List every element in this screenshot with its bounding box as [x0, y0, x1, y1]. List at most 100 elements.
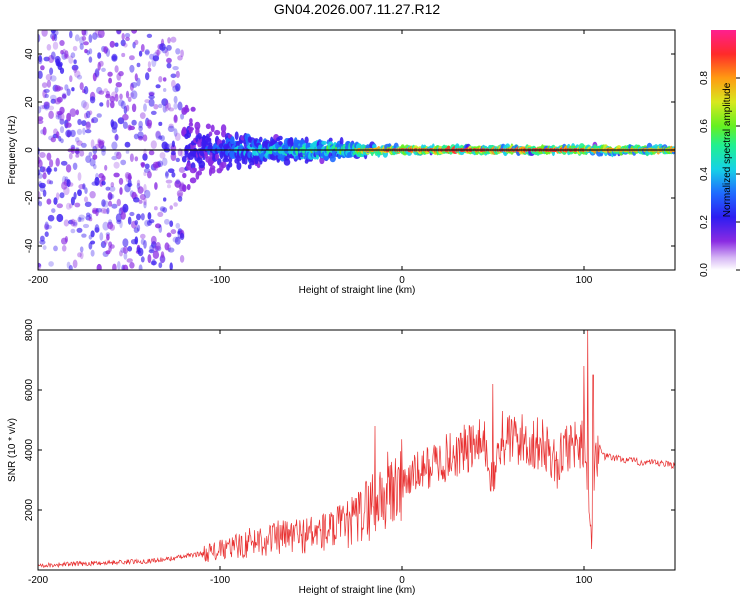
- spectrogram-cell: [167, 168, 175, 173]
- spectrogram-cell: [59, 67, 65, 74]
- y-tick-label: 6000: [24, 378, 35, 401]
- spectrogram-cell: [97, 30, 105, 38]
- spectrogram-cell: [116, 198, 122, 207]
- spectrogram-cell: [108, 219, 113, 225]
- spectrogram-cell: [197, 170, 203, 176]
- spectrogram-cell: [65, 202, 72, 210]
- spectrogram-cell: [74, 70, 81, 78]
- spectrogram-cell: [154, 182, 158, 190]
- spectrogram-cell: [175, 48, 181, 55]
- spectrogram-cell: [59, 113, 65, 121]
- spectrogram-cell: [166, 57, 172, 64]
- spectrogram-cell: [188, 122, 194, 127]
- spectrogram-cell: [78, 214, 85, 220]
- spectrogram-cell: [56, 203, 63, 209]
- spectrogram-cell: [304, 136, 309, 144]
- spectrogram-cell: [61, 92, 67, 100]
- spectrogram-cell: [98, 140, 105, 149]
- spectrogram-cell: [121, 52, 126, 58]
- spectrogram-cell: [48, 110, 54, 119]
- spectrogram-cell: [79, 251, 84, 260]
- spectrogram-cell: [189, 118, 193, 124]
- spectrogram-cell: [156, 49, 160, 57]
- spectrogram-cell: [119, 187, 123, 195]
- spectrogram-cell: [143, 201, 147, 209]
- colorbar-tick-label: 0.8: [699, 71, 710, 85]
- spectrogram-cell: [38, 70, 43, 79]
- spectrogram-cell: [51, 208, 56, 214]
- spectrogram-cell: [60, 160, 68, 166]
- spectrogram-cell: [43, 101, 50, 110]
- spectrogram-cell: [79, 82, 84, 90]
- spectrogram-cell: [319, 157, 325, 165]
- spectrogram-cell: [176, 190, 184, 197]
- spectrogram-x-label: Height of straight line (km): [299, 285, 416, 296]
- spectrogram-cell: [147, 122, 152, 129]
- spectrogram-cell: [114, 86, 119, 93]
- spectrogram-cell: [129, 64, 135, 73]
- spectrogram-cell: [45, 73, 53, 81]
- spectrogram-cell: [189, 128, 193, 134]
- spectrogram-cell: [46, 44, 52, 51]
- spectrogram-cell: [111, 141, 118, 150]
- spectrogram-cell: [57, 113, 62, 121]
- spectrogram-cell: [157, 211, 164, 217]
- spectrogram-cell: [39, 182, 46, 189]
- spectrogram-cell: [47, 214, 55, 222]
- spectrogram-cell: [114, 65, 119, 73]
- spectrogram-cell: [38, 201, 43, 207]
- spectrogram-cell: [160, 251, 165, 259]
- spectrogram-cell: [221, 130, 227, 138]
- spectrogram-cell: [124, 33, 131, 38]
- spectrogram-cell: [85, 155, 92, 163]
- spectrogram-cell: [181, 156, 187, 163]
- spectrogram-cell: [68, 219, 74, 225]
- spectrogram-cell: [100, 240, 107, 249]
- spectrogram-y-ticks: -40 -20 0 20 40: [24, 48, 675, 253]
- spectrogram-cell: [214, 129, 221, 136]
- spectrogram-cell: [73, 66, 77, 73]
- spectrogram-cell: [63, 219, 70, 227]
- x-tick-label: -100: [210, 575, 230, 586]
- spectrogram-cell: [38, 173, 43, 179]
- spectrogram-cell: [94, 176, 100, 186]
- spectrogram-cell: [98, 60, 104, 67]
- spectrogram-cell: [165, 103, 169, 112]
- spectrogram-cell: [166, 62, 172, 69]
- spectrogram-cell: [114, 42, 119, 47]
- spectrogram-cell: [115, 30, 122, 35]
- spectrogram-cell: [166, 232, 172, 238]
- spectrogram-cell: [146, 33, 153, 39]
- spectrogram-cell: [63, 186, 70, 196]
- spectrogram-cell: [198, 160, 206, 169]
- spectrogram-cell: [247, 164, 252, 170]
- spectrogram-cell: [175, 83, 181, 92]
- spectrogram-cell: [46, 152, 52, 161]
- spectrogram-cell: [116, 30, 122, 34]
- spectrogram-cell: [129, 82, 134, 91]
- spectrogram-cell: [50, 75, 57, 82]
- spectrogram-cell: [372, 144, 377, 149]
- spectrogram-cell: [82, 183, 86, 190]
- spectrogram-cell: [118, 177, 124, 185]
- spectrogram-cell: [122, 203, 129, 213]
- spectrogram-cell: [105, 90, 110, 97]
- spectrogram-cell: [205, 123, 211, 130]
- spectrogram-cell: [83, 196, 89, 203]
- spectrogram-cell: [165, 179, 173, 184]
- spectrogram-cell: [134, 73, 138, 82]
- spectrogram-cell: [138, 125, 143, 132]
- spectrogram-cell: [171, 172, 176, 178]
- spectrogram-cell: [108, 77, 112, 84]
- spectrogram-cell: [108, 193, 113, 200]
- spectrogram-cell: [49, 67, 54, 75]
- colorbar-gradient: [711, 30, 736, 270]
- spectrogram-cell: [122, 246, 129, 254]
- spectrogram-cell: [278, 135, 283, 141]
- spectrogram-cell: [43, 101, 50, 107]
- spectrogram-cell: [220, 124, 227, 133]
- spectrogram-cell: [116, 151, 122, 160]
- spectrogram-cell: [180, 149, 184, 158]
